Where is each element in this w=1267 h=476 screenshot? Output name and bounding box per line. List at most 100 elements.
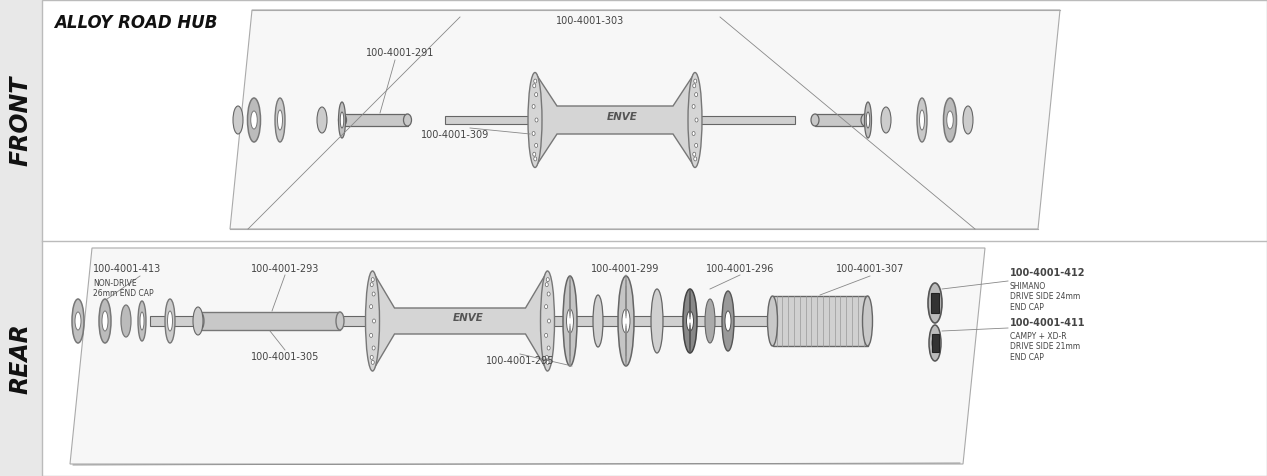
Polygon shape [372,271,547,371]
Ellipse shape [541,271,555,371]
Ellipse shape [251,111,257,129]
Ellipse shape [372,346,375,350]
Ellipse shape [593,295,603,347]
Ellipse shape [532,152,536,156]
Ellipse shape [533,157,537,161]
Text: NON-DRIVE
26mm END CAP: NON-DRIVE 26mm END CAP [92,279,153,298]
Ellipse shape [75,312,81,330]
Ellipse shape [547,346,550,350]
Ellipse shape [547,292,550,296]
Polygon shape [70,248,984,464]
Ellipse shape [545,356,549,359]
Bar [773,296,868,346]
Ellipse shape [622,309,630,333]
Ellipse shape [696,118,698,122]
Ellipse shape [193,307,203,335]
Ellipse shape [546,278,550,282]
Text: 100-4001-305: 100-4001-305 [251,352,319,362]
Ellipse shape [927,283,941,323]
Ellipse shape [165,299,175,343]
Ellipse shape [768,296,778,346]
Text: 100-4001-307: 100-4001-307 [836,264,905,274]
Text: 100-4001-411: 100-4001-411 [1010,318,1086,328]
Ellipse shape [931,295,939,311]
Ellipse shape [917,98,927,142]
Text: SHIMANO
DRIVE SIDE 24mm
END CAP: SHIMANO DRIVE SIDE 24mm END CAP [1010,282,1081,312]
Ellipse shape [99,299,111,343]
Polygon shape [231,10,1060,229]
Ellipse shape [694,93,698,97]
Ellipse shape [122,305,131,337]
Ellipse shape [867,112,869,128]
Ellipse shape [372,292,375,296]
Text: ENVE: ENVE [452,313,484,323]
Ellipse shape [811,114,818,126]
Ellipse shape [370,305,372,308]
Ellipse shape [275,98,285,142]
Ellipse shape [371,360,374,364]
Ellipse shape [535,118,538,122]
Ellipse shape [963,106,973,134]
Ellipse shape [929,325,941,361]
Ellipse shape [528,72,542,168]
Ellipse shape [138,301,146,341]
Ellipse shape [563,276,576,366]
Text: 100-4001-299: 100-4001-299 [590,264,659,274]
Ellipse shape [944,98,957,142]
Bar [815,114,865,126]
Ellipse shape [167,311,172,331]
Ellipse shape [341,112,343,128]
Ellipse shape [920,110,925,130]
Ellipse shape [722,291,734,351]
Ellipse shape [862,114,869,126]
Text: 100-4001-412: 100-4001-412 [1010,268,1086,278]
Bar [445,116,794,124]
Ellipse shape [532,84,536,88]
Ellipse shape [545,283,549,287]
Text: 100-4001-293: 100-4001-293 [251,264,319,274]
Ellipse shape [532,105,535,109]
Ellipse shape [704,299,715,343]
Ellipse shape [336,312,345,330]
Bar [342,114,408,126]
Ellipse shape [547,319,550,323]
Ellipse shape [545,305,547,308]
Ellipse shape [946,111,953,129]
Ellipse shape [725,311,731,331]
Ellipse shape [532,131,535,136]
Ellipse shape [338,114,346,126]
Ellipse shape [863,296,873,346]
Text: ENVE: ENVE [607,112,637,122]
Ellipse shape [546,360,550,364]
Ellipse shape [688,72,702,168]
Ellipse shape [566,309,574,333]
Ellipse shape [683,289,697,353]
Ellipse shape [139,312,144,330]
Ellipse shape [881,107,891,133]
Ellipse shape [933,336,938,350]
Ellipse shape [545,333,547,337]
Ellipse shape [694,157,697,161]
Ellipse shape [864,102,872,138]
Polygon shape [535,72,696,168]
Bar [200,312,340,330]
Ellipse shape [365,271,380,371]
Ellipse shape [692,105,696,109]
Ellipse shape [535,143,537,148]
Ellipse shape [694,143,698,148]
Ellipse shape [693,152,696,156]
Ellipse shape [618,276,634,366]
Ellipse shape [370,283,374,287]
Ellipse shape [247,98,261,142]
Ellipse shape [692,131,696,136]
Ellipse shape [196,312,204,330]
Bar [931,334,939,352]
Ellipse shape [277,110,283,130]
Ellipse shape [371,278,374,282]
Ellipse shape [533,79,537,83]
Text: 100-4001-309: 100-4001-309 [421,130,489,140]
Ellipse shape [651,289,663,353]
Text: ALLOY ROAD HUB: ALLOY ROAD HUB [54,14,218,32]
Text: 100-4001-295: 100-4001-295 [485,356,554,366]
Text: 100-4001-291: 100-4001-291 [366,48,435,58]
